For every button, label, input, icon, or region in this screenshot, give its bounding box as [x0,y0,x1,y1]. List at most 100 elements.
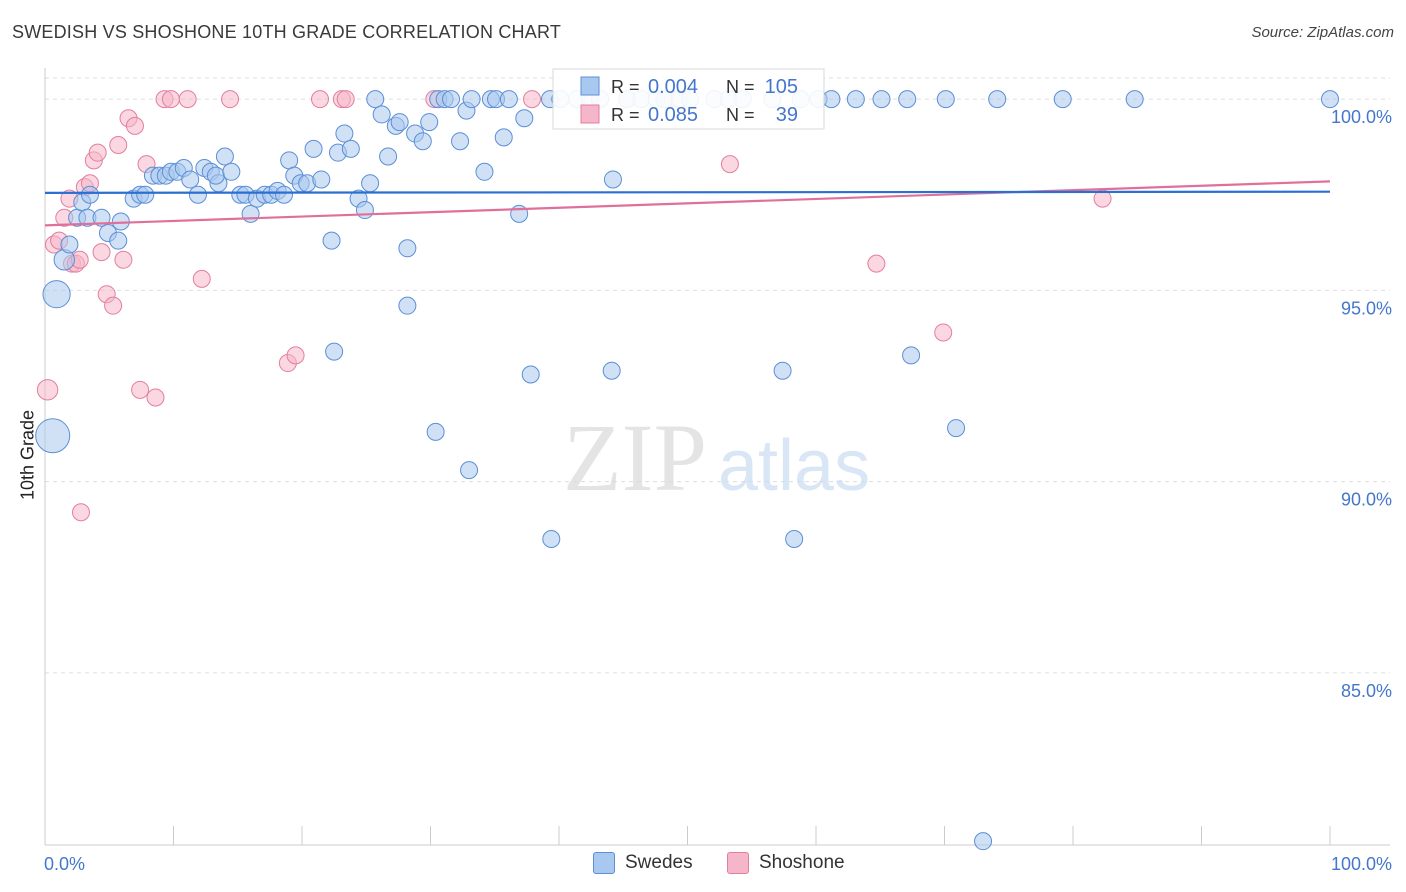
y-tick-label: 85.0% [1341,681,1392,701]
shoshone-point [192,269,211,288]
swedes-point [60,235,79,254]
y-tick-label: 95.0% [1341,298,1392,318]
swedes-point [206,166,225,185]
swedes-point [379,147,398,166]
shoshone-point [36,379,59,401]
legend-label-swedes: Swedes [625,852,693,873]
shoshone-point [310,90,329,109]
swedes-point [1321,90,1339,109]
legend-label-shoshone: Shoshone [759,852,845,873]
shoshone-point [104,296,123,315]
swedes-point [325,342,344,361]
swedes-point [335,124,354,143]
watermark-zip: ZIP [563,404,707,511]
swedes-point [1125,90,1144,109]
swedes-point [35,418,71,454]
y-tick-label: 90.0% [1341,490,1392,510]
swedes-point [304,139,323,158]
swedes-point [413,132,432,151]
watermark: ZIP atlas [563,404,870,511]
shoshone-point [92,243,111,262]
shoshone-trend-line [44,180,1331,227]
shoshone-point [221,90,240,109]
shoshone-point [178,90,197,109]
y-tick-label: 100.0% [1331,107,1392,127]
legend-r-label: R = [611,77,640,97]
swedes-point [898,90,917,109]
swedes-point [80,185,99,204]
swedes-point [494,128,513,147]
swedes-point [1053,90,1072,109]
legend-n-value: 105 [765,76,798,98]
watermark-atlas: atlas [718,426,870,506]
swedes-point [822,90,841,109]
shoshone-point [523,90,542,109]
shoshone-point [286,346,305,365]
swedes-point [181,170,200,189]
swedes-point [398,296,417,315]
swedes-point [92,208,111,227]
swedes-point [312,170,331,189]
legend-n-label: N = [726,105,755,125]
swedes-point [846,90,865,109]
swedes-points [35,90,1339,851]
shoshone-swatch [727,852,749,874]
swedes-point [222,162,241,181]
swedes-point [420,113,439,132]
swedes-point [902,346,921,365]
swedes-point [872,90,891,109]
trend-lines [44,180,1331,227]
source-credit: Source: ZipAtlas.com [1251,24,1394,41]
swedes-swatch [593,852,615,874]
swedes-point [275,185,294,204]
swedes-point [215,147,234,166]
legend-r-value: 0.004 [648,76,698,98]
shoshone-point [867,254,886,273]
swedes-point [241,204,260,223]
swedes-point [451,132,470,151]
legend-item-swedes[interactable]: Swedes [593,852,693,874]
swedes-point [521,365,540,384]
shoshone-point [109,136,128,155]
x-tick-label-min: 0.0% [44,854,85,874]
legend-n-label: N = [726,77,755,97]
swedes-point [785,530,804,548]
swedes-point [936,90,955,109]
swedes-point [773,361,792,380]
swedes-point [988,90,1007,109]
swedes-point [341,139,360,158]
legend-r-label: R = [611,105,640,125]
axes [44,68,1390,846]
shoshone-point [146,388,165,407]
legend-box: R = 0.004 N = 105 R = 0.085 N = 39 [552,68,825,130]
swedes-point [361,174,380,193]
shoshone-point [720,155,739,174]
swedes-point [603,170,622,189]
swedes-point [426,422,445,441]
shoshone-point [125,116,144,135]
shoshone-point [161,90,180,109]
swedes-point [188,185,207,204]
swedes-point [475,162,494,181]
swedes-point [136,185,155,204]
x-tick-label-max: 100.0% [1331,854,1392,874]
swedes-point [462,90,481,109]
shoshone-point [88,143,107,162]
swedes-point [322,231,341,250]
shoshone-point [71,503,90,522]
legend-r-value: 0.085 [648,104,698,126]
legend-box-swatch-swedes [580,76,600,96]
swedes-point [390,113,409,132]
legend-n-value: 39 [776,104,798,126]
swedes-point [398,239,417,258]
swedes-point [499,90,518,109]
legend-bottom: Swedes Shoshone [0,850,1406,880]
legend-box-swatch-shoshone [580,104,600,124]
legend-item-shoshone[interactable]: Shoshone [727,852,845,874]
shoshone-point [336,90,355,109]
swedes-point [109,231,128,250]
swedes-point [947,419,966,438]
shoshone-point [934,323,953,342]
swedes-point [42,280,71,309]
